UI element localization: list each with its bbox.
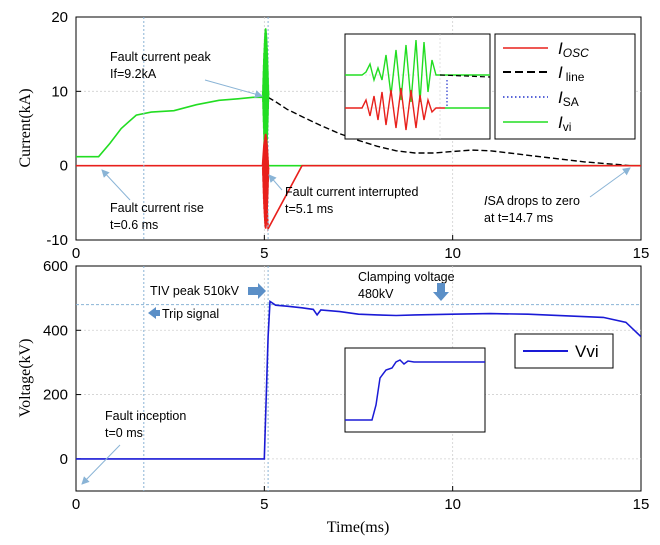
arrow-clamping	[433, 283, 449, 301]
annotation-clamping: Clamping voltage 480kV	[358, 270, 455, 301]
annotation-tiv: TIV peak 510kV	[150, 284, 240, 298]
voltage-y-tick-label: 200	[43, 387, 68, 404]
current-y-tick-label: 20	[51, 9, 68, 26]
annotation-peak: Fault current peak If=9.2kA	[110, 50, 211, 81]
annotation-interrupted: Fault current interrupted t=5.1 ms	[285, 185, 418, 216]
arrow-inception	[81, 444, 121, 485]
voltage-y-tick-label: 600	[43, 258, 68, 275]
annotation-sa-zero: ISA drops to zero at t=14.7 ms	[484, 194, 580, 225]
voltage-legend: Vvi	[514, 333, 614, 369]
current-x-tick-label: 5	[260, 245, 268, 262]
current-annotations: Fault current peak If=9.2kA Fault current…	[101, 50, 631, 232]
legend-vvi-label: Vvi	[575, 342, 599, 361]
arrow-peak	[204, 79, 263, 98]
current-x-tick-label: 15	[633, 245, 650, 262]
annotation-rise: Fault current rise t=0.6 ms	[110, 201, 204, 232]
voltage-x-tick-label: 15	[633, 496, 650, 513]
current-y-tick-label: 10	[51, 83, 68, 100]
arrow-rise	[101, 169, 131, 201]
legend-osc-label: IOSC	[558, 39, 589, 60]
series-line-vvi	[76, 299, 641, 460]
inset-osc-wave	[345, 87, 445, 131]
arrow-sa-zero	[589, 167, 631, 198]
current-x-tick-label: 0	[72, 245, 80, 262]
current-inset	[344, 33, 491, 140]
arrow-trip	[148, 307, 160, 319]
arrow-interrupted	[268, 174, 283, 191]
current-y-label: Current(kA)	[17, 88, 34, 167]
voltage-x-label: Time(ms)	[327, 519, 390, 536]
voltage-ticks: 0 5 10 15 0 200 400 600	[43, 258, 649, 513]
voltage-x-tick-label: 10	[444, 496, 461, 513]
legend-vi-label: Ivi	[558, 113, 571, 134]
legend-sa-label: ISA	[558, 88, 579, 109]
voltage-y-tick-label: 400	[43, 322, 68, 339]
voltage-annotations: TIV peak 510kV Trip signal Clamping volt…	[81, 270, 455, 485]
inset-dashed-line	[439, 74, 491, 78]
voltage-chart: 0 5 10 15 0 200 400 600 Voltage(kV) Time(ms) Vv…	[17, 258, 649, 536]
series-line-line	[267, 96, 641, 167]
arrow-tiv	[248, 283, 266, 299]
voltage-y-tick-label: 0	[60, 451, 68, 468]
annotation-inception: Fault inception t=0 ms	[105, 409, 186, 440]
inset-voltage-wave	[345, 359, 485, 421]
osc-oscillation-burst	[261, 133, 270, 229]
current-y-tick-label: 0	[60, 158, 68, 175]
annotation-trip: Trip signal	[162, 307, 219, 321]
voltage-inset	[344, 347, 486, 433]
voltage-y-label: Voltage(kV)	[17, 339, 34, 418]
voltage-reference-lines	[76, 266, 641, 491]
voltage-x-tick-label: 5	[260, 496, 268, 513]
voltage-series	[76, 299, 641, 460]
current-y-tick-label: -10	[46, 232, 68, 249]
current-x-tick-label: 10	[444, 245, 461, 262]
voltage-x-tick-label: 0	[72, 496, 80, 513]
